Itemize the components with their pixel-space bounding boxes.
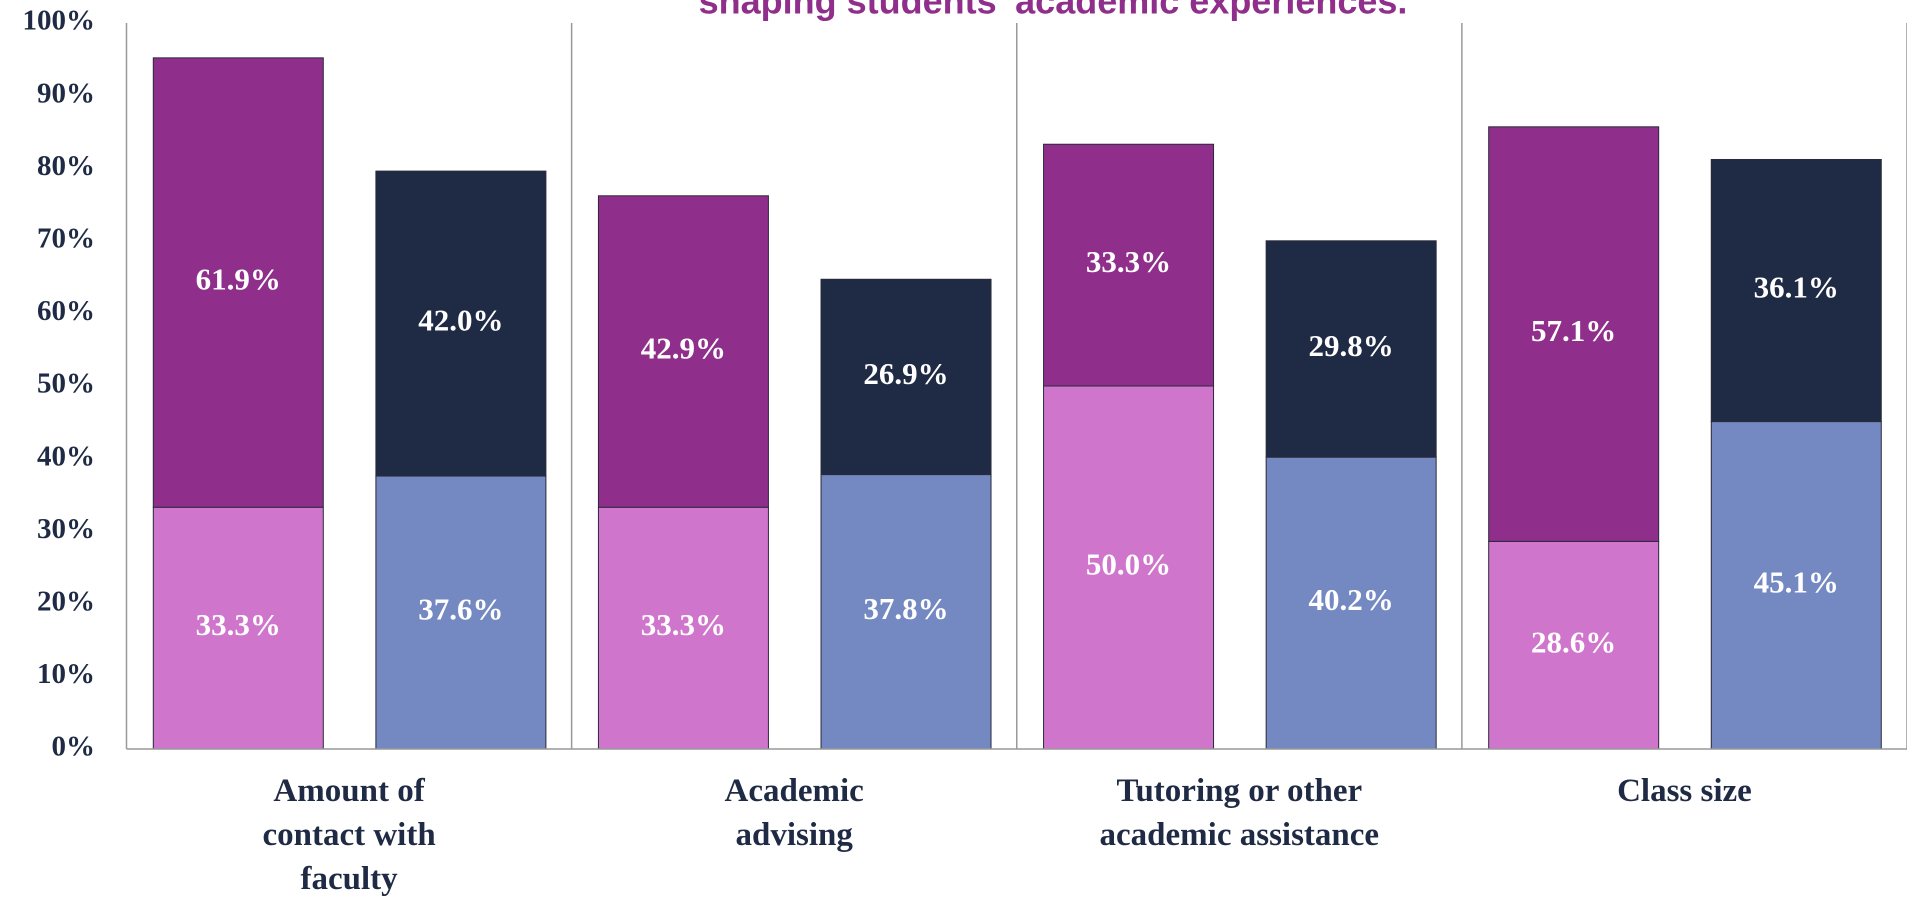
bar-segment bbox=[152, 57, 324, 508]
x-tick-label: Academic advising bbox=[724, 773, 864, 853]
x-tick-label: Class size bbox=[1617, 773, 1752, 809]
bar-segment bbox=[1710, 158, 1882, 423]
data-label: 42.0% bbox=[418, 303, 503, 338]
bar-segment bbox=[1710, 421, 1882, 750]
y-tick-label: 100% bbox=[23, 5, 96, 37]
data-label: 37.6% bbox=[418, 592, 503, 627]
bar-segment bbox=[1043, 385, 1215, 750]
y-tick-label: 90% bbox=[37, 77, 95, 109]
y-tick-label: 60% bbox=[37, 295, 95, 327]
bar-segment bbox=[597, 195, 769, 508]
data-label: 50.0% bbox=[1086, 547, 1171, 582]
bar-segment bbox=[820, 474, 992, 750]
data-label: 33.3% bbox=[196, 607, 281, 642]
y-tick-label: 50% bbox=[37, 368, 95, 400]
y-tick-label: 10% bbox=[37, 658, 95, 690]
bar-segment bbox=[375, 170, 547, 477]
bar-segment bbox=[152, 506, 324, 750]
y-tick-label: 70% bbox=[37, 222, 95, 254]
y-tick-label: 20% bbox=[37, 585, 95, 617]
x-tick-label: Tutoring or other academic assistance bbox=[1099, 773, 1380, 853]
bar-segment bbox=[1265, 456, 1437, 750]
data-label: 29.8% bbox=[1309, 328, 1394, 363]
data-label: 40.2% bbox=[1309, 582, 1394, 617]
y-tick-label: 40% bbox=[37, 440, 95, 472]
data-label: 45.1% bbox=[1754, 564, 1839, 599]
bar-segment bbox=[597, 506, 769, 750]
y-tick-label: 80% bbox=[37, 150, 95, 182]
bar-segment bbox=[375, 475, 547, 750]
chart-title: shaping students' academic experiences. bbox=[699, 0, 1408, 22]
bar-segment bbox=[820, 278, 992, 476]
data-label: 42.9% bbox=[641, 331, 726, 366]
data-label: 33.3% bbox=[1086, 244, 1171, 279]
data-label: 28.6% bbox=[1531, 624, 1616, 659]
y-tick-label: 30% bbox=[37, 513, 95, 545]
y-tick-label: 0% bbox=[52, 731, 96, 763]
data-label: 37.8% bbox=[863, 591, 948, 626]
x-tick-label: Amount of contact with faculty bbox=[262, 773, 436, 897]
data-label: 57.1% bbox=[1531, 313, 1616, 348]
data-label: 61.9% bbox=[196, 262, 281, 297]
bar-segment bbox=[1265, 240, 1437, 458]
data-label: 36.1% bbox=[1754, 270, 1839, 305]
data-label: 33.3% bbox=[641, 607, 726, 642]
data-label: 26.9% bbox=[863, 356, 948, 391]
bar-segment bbox=[1488, 126, 1660, 542]
bar-segment bbox=[1043, 143, 1215, 387]
